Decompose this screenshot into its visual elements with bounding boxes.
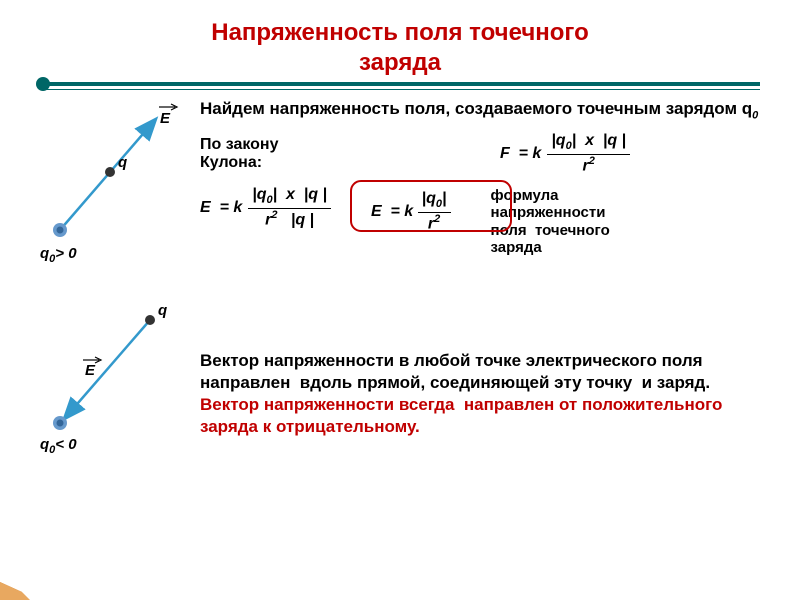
vector-svg-negative (40, 300, 190, 450)
title-line-2: заряда (359, 49, 441, 76)
intro-text: Найдем напряженность поля, создаваемого … (200, 98, 780, 123)
hr-thick (40, 82, 760, 86)
q-label: q (118, 154, 127, 171)
vector-direction-text: Вектор напряженности в любой точке элект… (200, 350, 760, 438)
q-label-2: q (158, 302, 167, 319)
formula-e-full: E = k |q0| x |q |r2 |q | (200, 187, 331, 229)
corner-decoration (0, 570, 40, 600)
e-label: E (160, 110, 170, 127)
horizontal-rule (40, 82, 760, 90)
diagram-positive-charge: E q q0> 0 (40, 100, 190, 280)
coulomb-row: По законуКулона: F = k |q0| x |q |r2 (200, 133, 780, 175)
content-block: Найдем напряженность поля, создаваемого … (200, 98, 780, 268)
formula-box (349, 179, 519, 237)
q0-label: q0> 0 (40, 245, 77, 265)
e-label-2: E (85, 362, 95, 379)
slide-title: Напряженность поля точечного заряда (0, 0, 800, 78)
diagram-negative-charge: q E q0< 0 (40, 300, 190, 470)
coulomb-label: По законуКулона: (200, 136, 320, 172)
title-line-1: Напряженность поля точечного (211, 19, 589, 46)
hr-thin (40, 89, 760, 90)
formula-force: F = k |q0| x |q |r2 (500, 133, 630, 175)
e-formula-row: E = k |q0| x |q |r2 |q | E = k |q0|r2 фо… (200, 187, 780, 256)
q0-label-2: q0< 0 (40, 436, 77, 456)
hr-dot (36, 77, 50, 91)
